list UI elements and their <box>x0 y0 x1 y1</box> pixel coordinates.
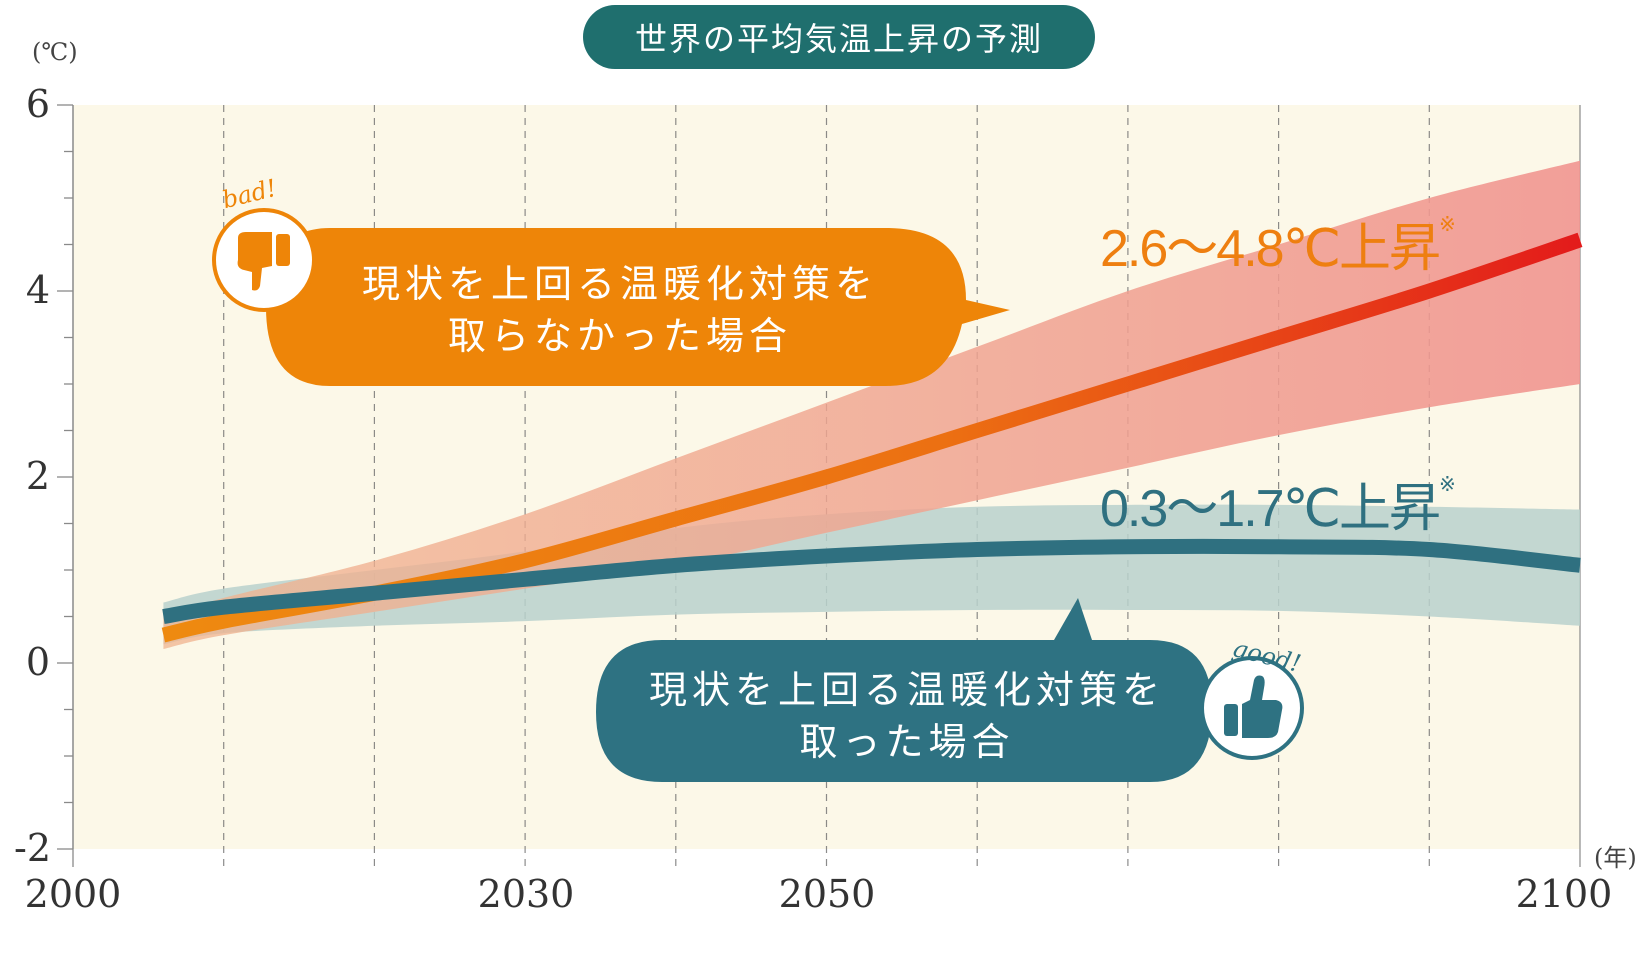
note-mark: ※ <box>1438 474 1456 496</box>
x-tick-label: 2030 <box>477 872 575 916</box>
y-axis-unit: (℃) <box>32 38 78 66</box>
low-scenario-line <box>162 538 1581 624</box>
good-badge <box>1200 656 1304 760</box>
low-range-text: 0.3〜1.7℃上昇 <box>1100 480 1441 538</box>
high-range-label: 2.6〜4.8℃上昇※ <box>1100 206 1456 281</box>
note-mark: ※ <box>1438 214 1456 236</box>
speech-bubbles <box>266 228 1212 782</box>
axes <box>57 104 74 867</box>
high-range-text: 2.6〜4.8℃上昇 <box>1100 220 1441 278</box>
y-tick-label: -2 <box>14 826 52 870</box>
good-speech-bubble <box>596 598 1212 782</box>
y-tick-label: 4 <box>25 268 50 312</box>
good-bubble-line2: 取った場合 <box>799 720 1015 764</box>
series-lines <box>161 232 1583 643</box>
y-tick-label: 0 <box>25 640 50 684</box>
bad-bubble-line1: 現状を上回る温暖化対策を <box>361 262 878 306</box>
x-tick-label: 2000 <box>24 872 122 916</box>
thumbs-up-icon <box>1224 675 1283 738</box>
y-tick-label: 6 <box>25 82 50 126</box>
y-tick-label: 2 <box>25 454 50 498</box>
high-scenario-band <box>163 160 1580 650</box>
thumbs-down-icon <box>237 232 290 291</box>
x-axis-unit: (年) <box>1594 844 1637 872</box>
bad-speech-bubble <box>266 228 1010 386</box>
chart-title: 世界の平均気温上昇の予測 <box>583 5 1095 69</box>
low-range-label: 0.3〜1.7℃上昇※ <box>1100 466 1456 541</box>
good-bubble-text: 現状を上回る温暖化対策を 取った場合 <box>602 664 1212 768</box>
x-tick-label: 2050 <box>778 872 876 916</box>
bad-bubble-text: 現状を上回る温暖化対策を 取らなかった場合 <box>270 258 970 362</box>
bad-badge <box>212 208 316 312</box>
good-bubble-line1: 現状を上回る温暖化対策を <box>648 668 1165 712</box>
x-tick-label: 2100 <box>1515 872 1613 916</box>
bad-bubble-line2: 取らなかった場合 <box>447 314 792 358</box>
